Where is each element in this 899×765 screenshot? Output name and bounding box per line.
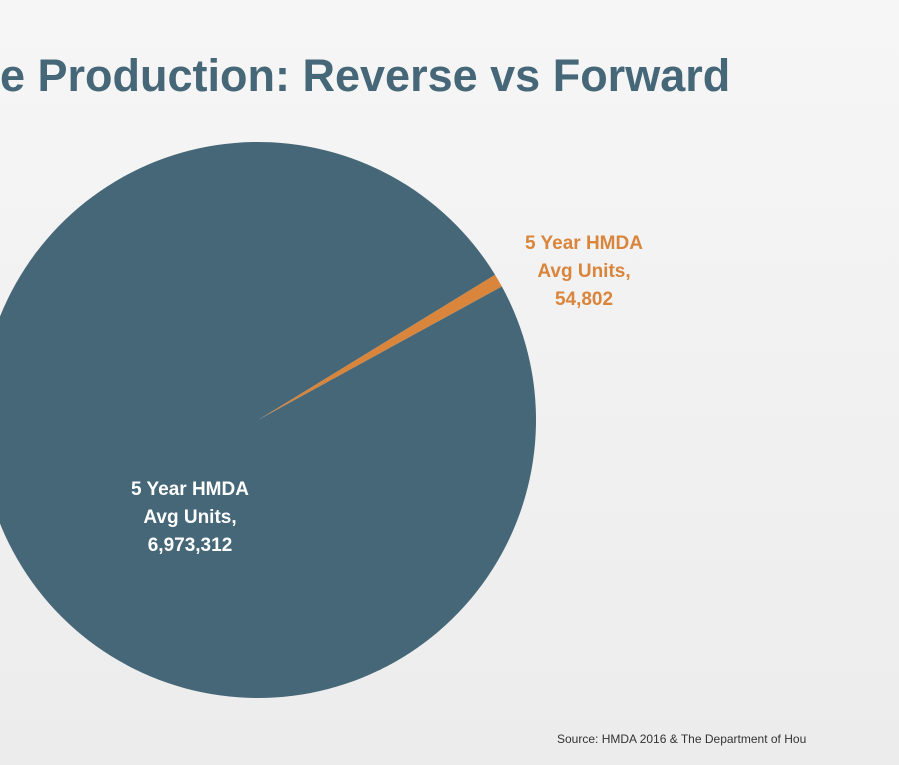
data-label: 5 Year HMDA Avg Units, 6,973,312 bbox=[105, 476, 275, 560]
value-label: 6,973,312 bbox=[147, 535, 233, 556]
pie-slice bbox=[0, 142, 536, 698]
pie-slice bbox=[258, 274, 502, 420]
data-label: 5 Year HMDA Avg Units, 54,802 bbox=[499, 230, 669, 314]
category-label: 5 Year HMDA Avg Units, bbox=[131, 479, 249, 528]
value-label: 54,802 bbox=[554, 289, 614, 310]
chart-title: e Production: Reverse vs Forward bbox=[0, 50, 731, 101]
category-label: 5 Year HMDA Avg Units, bbox=[525, 233, 643, 282]
source-note: Source: HMDA 2016 & The Department of Ho… bbox=[557, 732, 807, 746]
